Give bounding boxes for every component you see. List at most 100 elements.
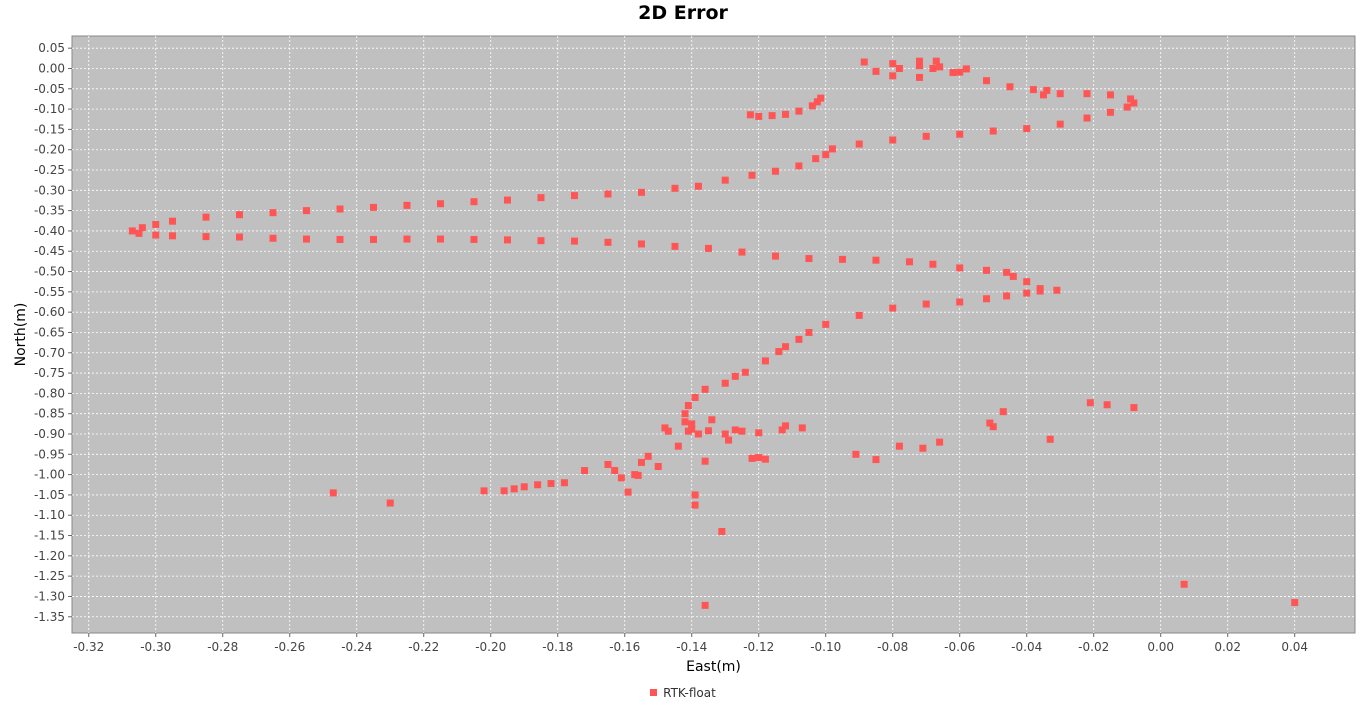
data-point [681, 410, 689, 418]
data-point [805, 255, 813, 263]
data-point [138, 224, 146, 232]
data-point [168, 217, 176, 225]
data-point [983, 77, 991, 85]
y-tick-label: -0.75 [34, 366, 65, 380]
data-point [637, 458, 645, 466]
data-point [905, 258, 913, 266]
series-rtk-float [128, 57, 1299, 609]
data-point [1127, 95, 1135, 103]
data-point [581, 467, 589, 475]
data-point [855, 140, 863, 148]
x-tick-label: -0.32 [73, 640, 104, 654]
data-point [688, 420, 696, 428]
data-point [889, 72, 897, 80]
x-tick-label: -0.14 [676, 640, 707, 654]
data-point [989, 423, 997, 431]
data-point [128, 227, 136, 235]
y-tick-label: -1.30 [34, 589, 65, 603]
data-point [889, 136, 897, 144]
data-point [664, 427, 672, 435]
data-point [1106, 108, 1114, 116]
data-point [1039, 91, 1047, 99]
data-point [1083, 114, 1091, 122]
data-point [895, 442, 903, 450]
data-point [624, 488, 632, 496]
data-point [889, 304, 897, 312]
data-point [872, 67, 880, 75]
y-tick-label: -1.25 [34, 569, 65, 583]
y-tick-label: -0.20 [34, 143, 65, 157]
data-point [537, 194, 545, 202]
data-point [403, 201, 411, 209]
y-tick-label: -0.85 [34, 407, 65, 421]
y-tick-label: -0.45 [34, 244, 65, 258]
data-point [688, 425, 696, 433]
data-point [1023, 125, 1031, 133]
y-tick-label: -1.10 [34, 508, 65, 522]
data-point [768, 112, 776, 120]
data-point [503, 236, 511, 244]
data-point [202, 233, 210, 241]
y-tick-label: -0.30 [34, 183, 65, 197]
data-point [1083, 90, 1091, 98]
y-tick-label: -0.35 [34, 204, 65, 218]
data-point [761, 455, 769, 463]
data-point [731, 372, 739, 380]
data-point [860, 58, 868, 66]
x-tick-label: -0.10 [810, 640, 841, 654]
y-tick-label: 0.00 [38, 61, 65, 75]
x-tick-label: 0.02 [1214, 640, 1241, 654]
x-tick-label: -0.24 [341, 640, 372, 654]
data-point [534, 481, 542, 489]
y-tick-label: -0.60 [34, 305, 65, 319]
data-point [604, 460, 612, 468]
data-point [1086, 399, 1094, 407]
data-point [872, 456, 880, 464]
data-point [302, 207, 310, 215]
data-point [755, 429, 763, 437]
data-point [738, 248, 746, 256]
x-tick-label: -0.28 [207, 640, 238, 654]
data-point [436, 235, 444, 243]
y-tick-label: -0.25 [34, 163, 65, 177]
data-point [168, 232, 176, 240]
data-point [1009, 272, 1017, 280]
data-point [701, 457, 709, 465]
x-tick-label: -0.08 [877, 640, 908, 654]
data-point [1036, 287, 1044, 295]
data-point [604, 238, 612, 246]
data-point [510, 485, 518, 493]
data-point [782, 110, 790, 118]
data-point [983, 295, 991, 303]
data-point [755, 454, 763, 462]
data-point [813, 98, 821, 106]
data-point [721, 430, 729, 438]
x-tick-label: 0.04 [1281, 640, 1308, 654]
data-point [329, 489, 337, 497]
data-point [731, 426, 739, 434]
y-tick-label: -0.50 [34, 265, 65, 279]
y-tick-label: -1.00 [34, 468, 65, 482]
data-point [701, 601, 709, 609]
data-point [1103, 401, 1111, 409]
data-point [895, 64, 903, 72]
data-point [691, 501, 699, 509]
data-point [604, 190, 612, 198]
data-point [691, 491, 699, 499]
data-point [808, 102, 816, 110]
data-point [798, 424, 806, 432]
data-point [1003, 268, 1011, 276]
data-point [929, 260, 937, 268]
data-point [708, 416, 716, 424]
data-point [771, 167, 779, 175]
data-point [537, 237, 545, 245]
data-point [674, 442, 682, 450]
data-point [838, 255, 846, 263]
y-tick-label: -0.95 [34, 447, 65, 461]
data-point [681, 418, 689, 426]
data-point [570, 237, 578, 245]
data-point [956, 68, 964, 76]
data-point [611, 467, 619, 475]
x-tick-label: -0.06 [944, 640, 975, 654]
y-tick-label: -0.80 [34, 386, 65, 400]
